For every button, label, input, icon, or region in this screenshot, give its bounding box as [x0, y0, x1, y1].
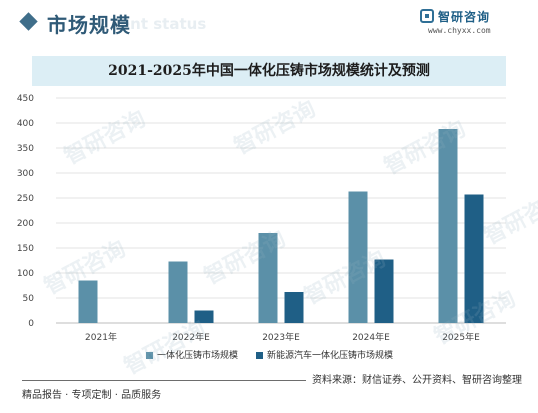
- chart-title-band: 2021-2025年中国一体化压铸市场规模统计及预测: [32, 56, 506, 86]
- bar-market-size: [168, 261, 188, 323]
- bar-nev-market-size: [194, 310, 214, 323]
- section-title: 市场规模: [47, 13, 131, 37]
- y-tick-label: 200: [17, 219, 34, 229]
- y-tick-label: 350: [17, 144, 34, 154]
- bar-market-size: [348, 191, 368, 323]
- legend-label: 一体化压铸市场规模: [157, 351, 239, 361]
- bar-nev-market-size: [284, 292, 304, 323]
- bar-nev-market-size: [464, 194, 484, 323]
- y-tick-label: 450: [17, 94, 34, 104]
- legend-swatch: [256, 352, 263, 359]
- legend-label: 新能源汽车一体化压铸市场规模: [267, 351, 394, 361]
- bar-market-size: [78, 280, 98, 323]
- footer-source: 资料来源：财信证券、公开资料、智研咨询整理: [306, 371, 522, 386]
- y-tick-label: 0: [28, 319, 34, 329]
- x-tick-label: 2023年E: [262, 331, 300, 343]
- logo-name: 智研咨询: [438, 10, 491, 24]
- y-tick-label: 300: [17, 169, 34, 179]
- brand-logo: 智研咨询 www.chyxx.com: [420, 8, 516, 42]
- bar-market-size: [438, 129, 458, 323]
- y-tick-label: 250: [17, 194, 34, 204]
- y-tick-label: 100: [17, 269, 34, 279]
- x-tick-label: 2021年: [85, 331, 117, 343]
- bar-nev-market-size: [374, 259, 394, 323]
- bar-market-size: [258, 233, 278, 323]
- logo-url: www.chyxx.com: [428, 26, 491, 35]
- legend-swatch: [146, 352, 153, 359]
- footer-divider: [22, 380, 518, 381]
- footer-slogan: 精品报告 · 专项定制 · 品质服务: [22, 390, 162, 401]
- chart-title: 2021-2025年中国一体化压铸市场规模统计及预测: [108, 63, 430, 79]
- y-tick-label: 50: [23, 294, 35, 304]
- x-tick-label: 2025年E: [442, 331, 480, 343]
- section-header: ent status 市场规模 智研咨询 www.chyxx.com: [0, 0, 538, 44]
- x-tick-label: 2024年E: [352, 331, 390, 343]
- x-tick-label: 2022年E: [172, 331, 210, 343]
- logo-mark-icon: [420, 9, 434, 23]
- y-tick-label: 150: [17, 244, 34, 254]
- chart-legend: 一体化压铸市场规模 新能源汽车一体化压铸市场规模: [0, 349, 538, 363]
- y-tick-label: 400: [17, 119, 34, 129]
- header-ghost-text: ent status: [120, 15, 207, 33]
